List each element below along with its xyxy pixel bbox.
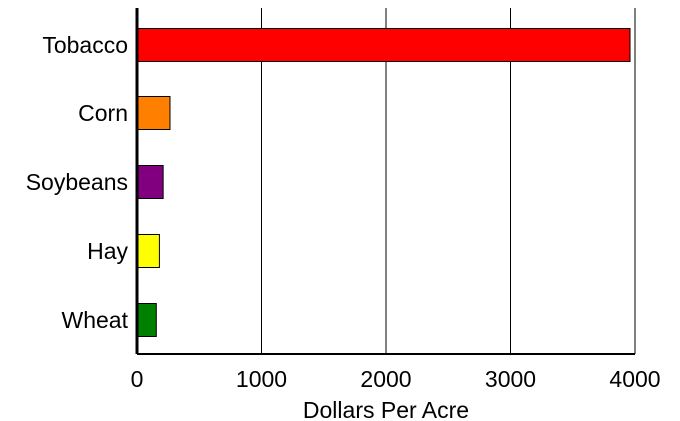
bar-tobacco (136, 28, 631, 62)
axes (135, 8, 635, 355)
x-tick-label-2000: 2000 (360, 366, 411, 392)
x-axis-label: Dollars Per Acre (303, 397, 469, 421)
bar-hay (136, 234, 160, 268)
category-labels: Tobacco Corn Soybeans Hay Wheat (26, 32, 129, 333)
category-label-wheat: Wheat (62, 307, 129, 333)
category-label-hay: Hay (87, 238, 128, 264)
x-tick-label-1000: 1000 (236, 366, 287, 392)
category-label-tobacco: Tobacco (42, 32, 128, 58)
bar-wheat (136, 303, 157, 337)
x-tick-label-3000: 3000 (485, 366, 536, 392)
x-tick-label-4000: 4000 (609, 366, 660, 392)
bar-soybeans (136, 165, 164, 199)
category-label-corn: Corn (78, 100, 128, 126)
gridlines (261, 8, 636, 354)
x-tick-labels: 0 1000 2000 3000 4000 (131, 366, 661, 392)
bar-corn (136, 96, 171, 130)
x-tick-label-0: 0 (131, 366, 144, 392)
category-label-soybeans: Soybeans (26, 169, 128, 195)
bars (136, 28, 631, 337)
